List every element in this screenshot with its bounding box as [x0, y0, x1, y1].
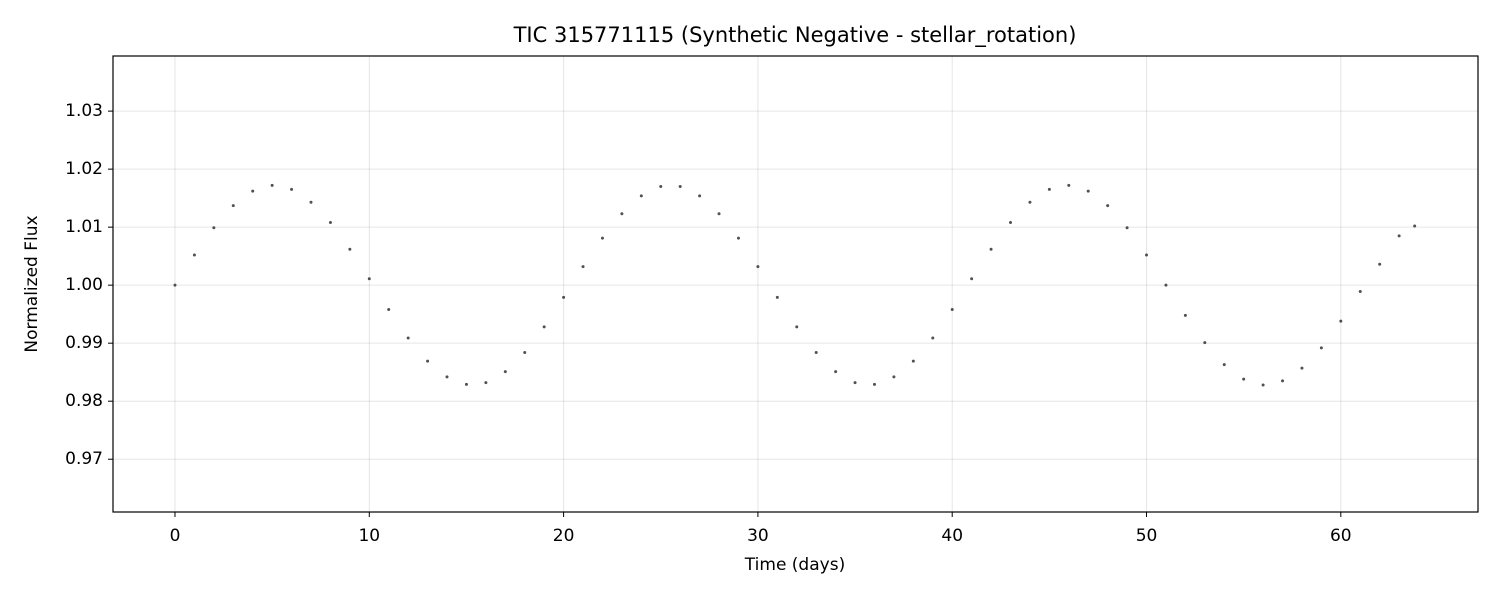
data-point	[1300, 366, 1304, 370]
data-point	[503, 370, 507, 374]
plot-frame	[112, 55, 1479, 513]
data-point	[1222, 363, 1226, 367]
data-point	[814, 350, 818, 354]
data-point	[212, 226, 216, 230]
data-point	[523, 350, 527, 354]
data-point	[911, 359, 915, 363]
data-point	[562, 295, 566, 299]
data-point	[1086, 189, 1090, 193]
data-point	[328, 221, 332, 225]
data-point	[367, 277, 371, 281]
data-point	[464, 382, 468, 386]
data-point	[1164, 283, 1168, 287]
data-point	[775, 295, 779, 299]
data-point	[1261, 383, 1265, 387]
data-point	[931, 336, 935, 340]
data-point	[1378, 262, 1382, 266]
chart-title: TIC 315771115 (Synthetic Negative - stel…	[513, 23, 1077, 48]
y-tick-label: 0.98	[65, 391, 103, 411]
data-point	[1397, 234, 1401, 238]
x-tick-label: 50	[1136, 526, 1158, 546]
data-point	[1008, 221, 1012, 225]
data-point	[639, 194, 643, 198]
data-point	[620, 212, 624, 216]
data-point	[309, 200, 313, 204]
data-point	[756, 265, 760, 269]
data-point	[834, 370, 838, 374]
x-tick-label: 0	[170, 526, 181, 546]
data-point	[892, 375, 896, 379]
data-point	[290, 187, 294, 191]
data-point	[348, 247, 352, 251]
data-point	[1106, 204, 1110, 208]
x-tick-label: 40	[941, 526, 963, 546]
data-point	[270, 183, 274, 187]
x-tick-label: 30	[747, 526, 769, 546]
data-point	[795, 325, 799, 329]
data-point	[1047, 187, 1051, 191]
y-tick-label: 1.01	[65, 217, 103, 237]
data-point	[445, 375, 449, 379]
data-point	[872, 382, 876, 386]
data-point	[1067, 183, 1071, 187]
data-point	[1319, 346, 1323, 350]
data-point	[542, 325, 546, 329]
data-point	[173, 283, 177, 287]
data-point	[1242, 377, 1246, 381]
data-point	[659, 185, 663, 189]
data-point	[1183, 313, 1187, 317]
data-point	[1413, 224, 1417, 228]
data-point	[717, 212, 721, 216]
y-tick-label: 0.99	[65, 333, 103, 353]
data-point	[484, 381, 488, 385]
data-point	[387, 308, 391, 312]
x-tick-label: 60	[1330, 526, 1352, 546]
data-point	[678, 185, 682, 189]
data-point	[1339, 319, 1343, 323]
y-tick-label: 1.02	[65, 159, 103, 179]
data-point	[406, 336, 410, 340]
data-point	[1028, 200, 1032, 204]
data-point	[251, 189, 255, 193]
data-point	[1203, 341, 1207, 345]
x-tick-label: 20	[553, 526, 575, 546]
y-tick-label: 1.00	[65, 275, 103, 295]
data-point	[1281, 379, 1285, 383]
x-axis-label: Time (days)	[744, 555, 845, 575]
data-point	[698, 194, 702, 198]
data-point	[426, 359, 430, 363]
data-point	[950, 308, 954, 312]
data-point	[853, 381, 857, 385]
data-point	[989, 247, 993, 251]
data-point	[736, 236, 740, 240]
data-point	[1358, 290, 1362, 294]
data-point	[1145, 253, 1149, 257]
data-point	[1125, 226, 1129, 230]
y-axis-label: Normalized Flux	[22, 215, 42, 352]
data-point	[970, 277, 974, 281]
y-tick-label: 0.97	[65, 449, 103, 469]
y-tick-label: 1.03	[65, 101, 103, 121]
data-point	[231, 204, 235, 208]
data-point	[192, 253, 196, 257]
x-tick-label: 10	[358, 526, 380, 546]
data-point	[600, 236, 604, 240]
data-point	[581, 265, 585, 269]
